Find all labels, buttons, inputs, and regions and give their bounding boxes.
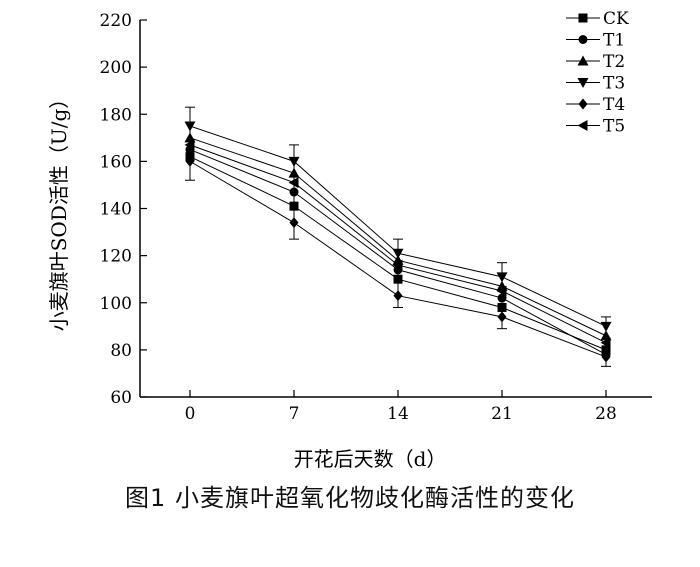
data-point-ck: [601, 345, 611, 355]
y-tick-label: 160: [100, 152, 132, 172]
data-point-ck: [289, 201, 299, 211]
x-tick-label: 21: [491, 404, 513, 424]
legend-label: T4: [603, 95, 625, 115]
legend-marker-t5: [577, 120, 588, 131]
data-point-t4: [289, 217, 299, 229]
y-tick-label: 180: [100, 105, 132, 125]
y-tick-label: 80: [110, 341, 132, 361]
data-point-t5: [600, 337, 611, 349]
sod-activity-chart: 60 80 100 120 140 160 180 200 220 0 7 14 21 28 CKT1T2…: [47, 9, 652, 470]
x-tick-label: 28: [595, 404, 617, 424]
data-point-t5: [392, 259, 403, 271]
data-point-ck: [497, 302, 507, 312]
y-tick-label: 100: [100, 294, 132, 314]
data-point-t5: [184, 139, 195, 151]
y-tick-label: 60: [110, 388, 132, 408]
legend-label: T2: [603, 52, 625, 72]
data-point-t4: [601, 351, 611, 363]
legend-label: T3: [603, 74, 625, 94]
data-point-t4: [393, 290, 403, 302]
legend-label: T5: [603, 117, 625, 137]
x-axis-label: 开花后天数（d）: [294, 447, 447, 470]
x-tick-label: 0: [185, 404, 196, 424]
data-point-t2: [600, 330, 612, 341]
series-markers: [184, 121, 612, 363]
data-point-t1: [289, 187, 299, 197]
data-point-t3: [600, 321, 612, 332]
legend-label: CK: [603, 9, 629, 29]
data-point-ck: [393, 274, 403, 284]
data-point-t3: [184, 121, 196, 132]
legend-marker-t2: [577, 55, 589, 66]
legend-marker-ck: [578, 13, 588, 23]
legend-marker-t1: [578, 35, 588, 44]
data-point-t2: [288, 167, 300, 178]
axes: 60 80 100 120 140 160 180 200 220 0 7 14 21 28: [100, 11, 652, 424]
y-axis-label: 小麦旗叶SOD活性（U/g）: [47, 89, 71, 332]
data-point-t1: [497, 293, 507, 303]
legend-marker-t3: [577, 78, 589, 88]
data-point-t4: [185, 155, 195, 167]
data-point-t2: [184, 132, 196, 143]
data-point-t3: [496, 272, 508, 283]
data-point-t3: [392, 248, 404, 259]
y-tick-label: 140: [100, 200, 132, 220]
data-point-t3: [288, 156, 300, 167]
legend-marker-t4: [578, 98, 588, 110]
data-point-t5: [496, 285, 507, 297]
data-point-t4: [497, 311, 507, 323]
figure-caption: 图1 小麦旗叶超氧化物歧化酶活性的变化: [125, 484, 575, 512]
x-tick-label: 7: [289, 404, 300, 424]
legend-label: T1: [603, 31, 625, 51]
y-tick-label: 120: [100, 247, 132, 267]
x-tick-label: 14: [387, 404, 409, 424]
data-point-t5: [288, 177, 299, 189]
y-tick-label: 220: [100, 11, 132, 31]
y-tick-label: 200: [100, 58, 132, 78]
